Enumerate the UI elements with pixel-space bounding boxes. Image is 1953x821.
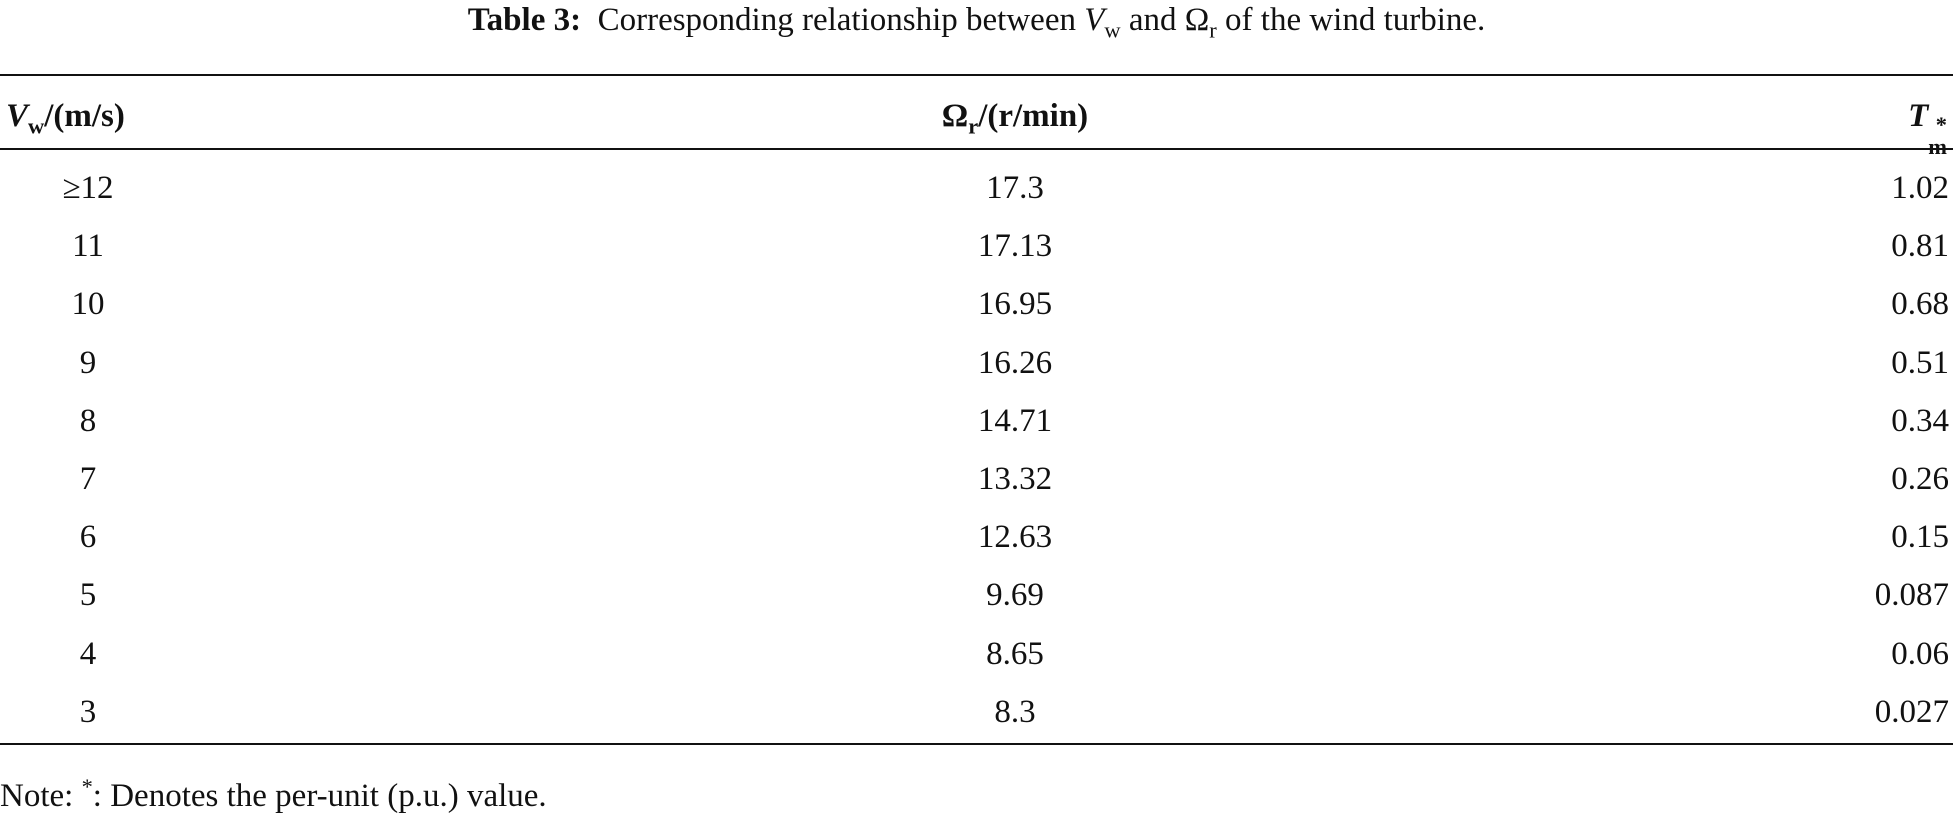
table-cell: 0.68 xyxy=(1891,286,1949,323)
caption-subscript: r xyxy=(1209,17,1217,43)
header-cell: Vw/(m/s) xyxy=(6,94,125,138)
caption-text: Corresponding relationship between xyxy=(597,2,1076,38)
table-cell: 0.06 xyxy=(1891,635,1949,672)
table-cell: 9.69 xyxy=(986,577,1044,614)
table-cell: 3 xyxy=(79,693,97,730)
table-note: Note: *: Denotes the per-unit (p.u.) val… xyxy=(0,774,547,816)
table-caption: Table 3: Corresponding relationship betw… xyxy=(0,0,1953,43)
table-cell: 0.15 xyxy=(1891,519,1949,556)
table-cell: 0.81 xyxy=(1891,228,1949,265)
header-cell: T * m xyxy=(1908,94,1947,158)
header-unit: /(m/s) xyxy=(44,98,125,134)
table-cell: 14.71 xyxy=(977,402,1053,439)
header-symbol: T xyxy=(1908,98,1929,134)
table-cell: 0.087 xyxy=(1874,577,1949,614)
note-mark: * xyxy=(81,774,93,799)
header-superscript: * xyxy=(1935,111,1947,137)
header-symbol: Ω xyxy=(941,98,969,134)
header-rule xyxy=(0,148,1953,150)
table-cell: 16.26 xyxy=(977,344,1053,381)
table-cell: 7 xyxy=(79,461,97,497)
caption-subscript: w xyxy=(1104,17,1121,43)
table-cell: 0.027 xyxy=(1874,693,1949,730)
caption-label: Table 3: xyxy=(467,2,582,38)
header-subscript: w xyxy=(28,113,45,139)
table-cell: 8.65 xyxy=(986,635,1044,672)
table-cell: 13.32 xyxy=(977,461,1053,497)
caption-text: and xyxy=(1128,2,1177,38)
table-cell: 8.3 xyxy=(994,693,1036,730)
table-cell: 6 xyxy=(79,519,97,556)
table-cell: 0.51 xyxy=(1891,344,1949,381)
caption-symbol: Ω xyxy=(1184,2,1210,38)
table-cell: 9 xyxy=(79,344,97,381)
table-cell: 12.63 xyxy=(977,519,1053,556)
table-cell: 16.95 xyxy=(977,286,1053,323)
table-cell: 10 xyxy=(71,286,105,323)
bottom-rule xyxy=(0,743,1953,745)
header-unit: /(r/min) xyxy=(978,98,1089,134)
table-cell: 5 xyxy=(79,577,97,614)
table-cell: 0.34 xyxy=(1891,402,1949,439)
header-subscript: r xyxy=(968,113,979,139)
caption-text: of the wind turbine. xyxy=(1225,2,1486,38)
table-cell: 17.13 xyxy=(977,228,1053,265)
header-scripts: * m xyxy=(1928,111,1947,160)
table-cell: 4 xyxy=(79,635,97,672)
top-rule xyxy=(0,74,1953,76)
table-cell: 1.02 xyxy=(1891,170,1949,206)
header-cell: Ωr/(r/min) xyxy=(815,94,1215,138)
note-prefix: Note: xyxy=(0,778,74,814)
table-cell: ≥12 xyxy=(62,170,114,206)
caption-symbol: V xyxy=(1084,2,1105,38)
header-symbol: V xyxy=(6,98,29,134)
header-subscript: m xyxy=(1928,134,1947,160)
table-cell: 0.26 xyxy=(1891,461,1949,497)
table-cell: 11 xyxy=(72,228,104,265)
table-cell: 8 xyxy=(79,402,97,439)
table-cell: 17.3 xyxy=(986,170,1044,206)
note-text: : Denotes the per-unit (p.u.) value. xyxy=(92,778,547,814)
